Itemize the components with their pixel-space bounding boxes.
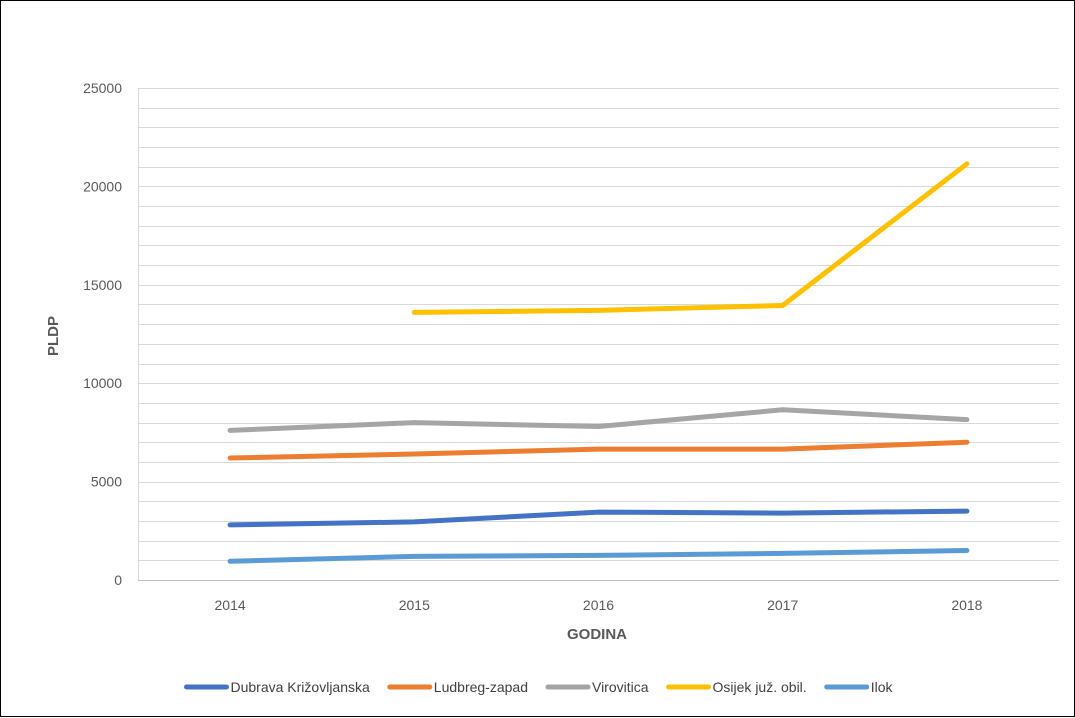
- y-tick-labels: 0 5000 10000 15000 20000 25000: [83, 80, 122, 588]
- grid-lines: [138, 88, 1059, 581]
- x-tick-label: 2018: [951, 597, 982, 613]
- y-tick-label: 25000: [83, 80, 122, 96]
- series-line: [227, 407, 970, 433]
- series-line: [227, 548, 970, 564]
- legend-label: Ludbreg-zapad: [434, 679, 528, 695]
- series-line: [411, 161, 970, 315]
- y-tick-label: 5000: [91, 474, 122, 490]
- series-lines: [227, 161, 970, 564]
- x-tick-label: 2017: [767, 597, 798, 613]
- legend-label: Dubrava Križovljanska: [231, 679, 370, 695]
- x-tick-label: 2014: [215, 597, 246, 613]
- legend: Dubrava Križovljanska Ludbreg-zapad Virovi…: [184, 679, 894, 695]
- x-tick-labels: 2014 2015 2016 2017 2018: [215, 597, 983, 613]
- x-tick-label: 2016: [583, 597, 614, 613]
- series-line: [227, 439, 970, 461]
- x-axis-title: GODINA: [567, 626, 627, 643]
- series-line: [227, 508, 970, 528]
- x-tick-label: 2015: [399, 597, 430, 613]
- y-tick-label: 0: [114, 572, 122, 588]
- y-tick-label: 15000: [83, 277, 122, 293]
- y-axis-title: PLDP: [45, 316, 62, 356]
- legend-label: Ilok: [871, 679, 894, 695]
- y-tick-label: 20000: [83, 178, 122, 194]
- y-tick-label: 10000: [83, 375, 122, 391]
- legend-label: Osijek juž. obil.: [713, 679, 807, 695]
- legend-label: Virovitica: [592, 679, 649, 695]
